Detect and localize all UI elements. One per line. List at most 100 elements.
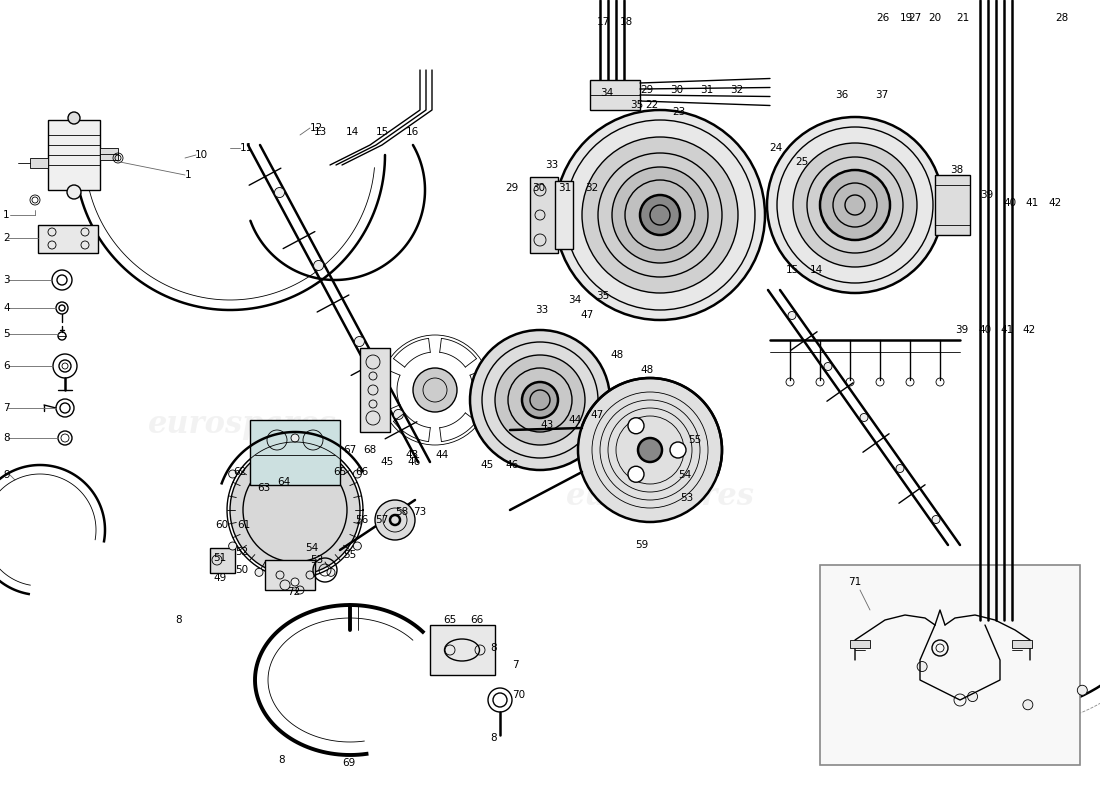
Text: 4: 4 (3, 303, 10, 313)
Text: 42: 42 (1022, 325, 1035, 335)
Bar (1012, 640, 1032, 648)
Text: 33: 33 (535, 305, 548, 315)
Bar (850, 640, 870, 648)
Text: 20: 20 (928, 13, 942, 23)
Text: 11: 11 (240, 143, 253, 153)
Text: 68: 68 (363, 445, 376, 455)
Text: 41: 41 (1000, 325, 1013, 335)
Text: 31: 31 (700, 85, 713, 95)
Text: 8: 8 (175, 615, 182, 625)
Circle shape (793, 143, 917, 267)
Text: 10: 10 (195, 150, 208, 160)
Text: 63: 63 (257, 483, 271, 493)
Circle shape (495, 355, 585, 445)
Circle shape (353, 542, 362, 550)
Text: 2: 2 (3, 233, 10, 243)
Circle shape (968, 691, 978, 702)
Text: 8: 8 (278, 755, 285, 765)
Text: 65: 65 (443, 615, 456, 625)
Text: 6: 6 (3, 361, 10, 371)
Circle shape (327, 568, 336, 576)
Circle shape (1077, 686, 1087, 695)
Circle shape (1023, 700, 1033, 710)
Bar (360, 348, 390, 432)
Text: 45: 45 (379, 457, 394, 467)
Text: 71: 71 (848, 577, 861, 587)
Text: 73: 73 (412, 507, 427, 517)
Text: 47: 47 (590, 410, 603, 420)
Circle shape (582, 137, 738, 293)
Text: 38: 38 (950, 165, 964, 175)
Bar (820, 565, 1080, 765)
Text: 29: 29 (505, 183, 518, 193)
Text: 34: 34 (568, 295, 581, 305)
Text: eurospares: eurospares (565, 481, 755, 511)
Circle shape (896, 465, 904, 473)
Circle shape (394, 410, 404, 419)
Circle shape (640, 195, 680, 235)
Circle shape (68, 112, 80, 124)
Text: 40: 40 (1003, 198, 1016, 208)
Text: 39: 39 (955, 325, 968, 335)
Text: 72: 72 (287, 587, 300, 597)
Text: 39: 39 (980, 190, 993, 200)
Bar (210, 548, 235, 573)
Bar (48, 120, 100, 190)
Text: 8: 8 (3, 433, 10, 443)
Circle shape (375, 500, 415, 540)
Bar (556, 181, 573, 249)
Text: 28: 28 (1055, 13, 1068, 23)
Text: 46: 46 (505, 460, 518, 470)
Text: 42: 42 (1048, 198, 1062, 208)
Text: 22: 22 (645, 100, 658, 110)
Text: 55: 55 (343, 550, 356, 560)
Text: 52: 52 (235, 547, 249, 557)
Text: 44: 44 (434, 450, 449, 460)
Text: 45: 45 (480, 460, 493, 470)
Circle shape (292, 578, 299, 586)
Text: 57: 57 (375, 515, 388, 525)
Text: 65: 65 (333, 467, 346, 477)
Text: 36: 36 (835, 90, 848, 100)
Text: 25: 25 (795, 157, 808, 167)
Circle shape (628, 466, 643, 482)
Circle shape (67, 185, 81, 199)
Text: 31: 31 (558, 183, 571, 193)
Text: 54: 54 (305, 543, 318, 553)
Text: 59: 59 (635, 540, 648, 550)
Text: 30: 30 (670, 85, 683, 95)
Circle shape (932, 515, 940, 523)
Circle shape (230, 445, 360, 575)
Text: 35: 35 (630, 100, 644, 110)
Text: 41: 41 (1025, 198, 1038, 208)
Circle shape (612, 167, 708, 263)
Text: 67: 67 (343, 445, 356, 455)
Circle shape (578, 378, 722, 522)
Text: 58: 58 (395, 507, 408, 517)
Bar (100, 148, 118, 160)
Text: 32: 32 (585, 183, 598, 193)
Text: 43: 43 (540, 420, 553, 430)
Circle shape (470, 330, 610, 470)
Text: 60: 60 (214, 520, 228, 530)
Text: 37: 37 (874, 90, 889, 100)
Bar (430, 625, 495, 675)
Circle shape (556, 110, 764, 320)
Text: 1: 1 (3, 210, 10, 220)
Text: 15: 15 (786, 265, 800, 275)
Text: 48: 48 (610, 350, 624, 360)
Text: 13: 13 (314, 127, 328, 137)
Circle shape (628, 418, 643, 434)
Text: 7: 7 (512, 660, 518, 670)
Text: 34: 34 (600, 88, 614, 98)
Text: 54: 54 (678, 470, 691, 480)
Bar (935, 175, 970, 235)
Text: 15: 15 (376, 127, 389, 137)
Bar (590, 80, 640, 110)
Circle shape (412, 368, 456, 412)
Text: 19: 19 (900, 13, 913, 23)
Text: 48: 48 (640, 365, 653, 375)
Text: 8: 8 (490, 643, 496, 653)
Text: 46: 46 (407, 457, 420, 467)
Text: 9: 9 (3, 470, 10, 480)
